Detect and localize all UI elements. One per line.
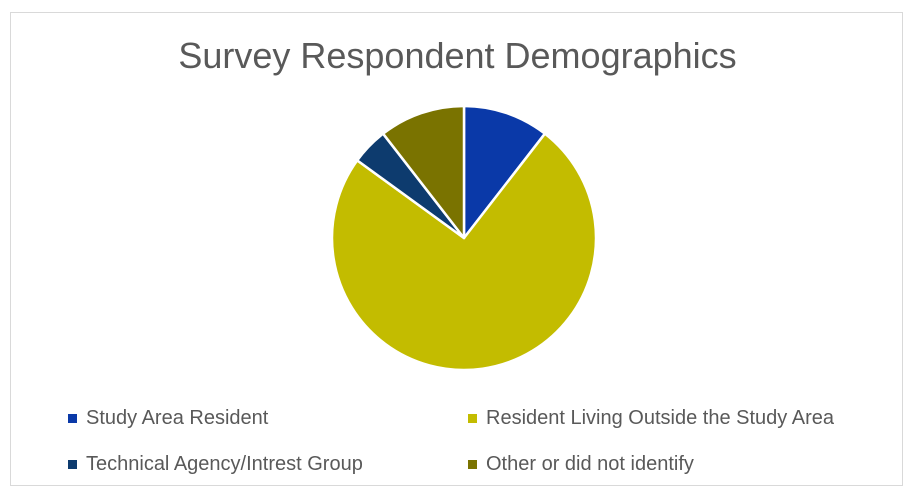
legend-swatch — [68, 414, 77, 423]
legend-swatch — [468, 414, 477, 423]
chart-title: Survey Respondent Demographics — [178, 35, 737, 76]
legend-swatch — [68, 460, 77, 469]
legend-item-technical-agency: Technical Agency/Intrest Group — [68, 453, 363, 476]
legend-label: Study Area Resident — [86, 407, 269, 429]
chart-legend: Study Area Resident Resident Living Outs… — [11, 13, 904, 487]
legend-item-resident-outside-study-area: Resident Living Outside the Study Area — [468, 407, 834, 430]
legend-label: Other or did not identify — [486, 453, 694, 475]
legend-label: Resident Living Outside the Study Area — [486, 407, 834, 429]
legend-swatch — [468, 460, 477, 469]
pie-slice-study-area-resident — [462, 104, 547, 240]
pie-slices — [330, 104, 598, 372]
legend-item-other: Other or did not identify — [468, 453, 694, 476]
legend-item-study-area-resident: Study Area Resident — [68, 407, 268, 430]
legend-label: Technical Agency/Intrest Group — [86, 453, 363, 475]
pie-slice-other — [381, 104, 466, 240]
chart-container: Survey Respondent Demographics Study Are… — [10, 12, 903, 486]
pie-chart — [330, 104, 598, 372]
pie-slice-resident-outside-study-area — [330, 132, 598, 372]
